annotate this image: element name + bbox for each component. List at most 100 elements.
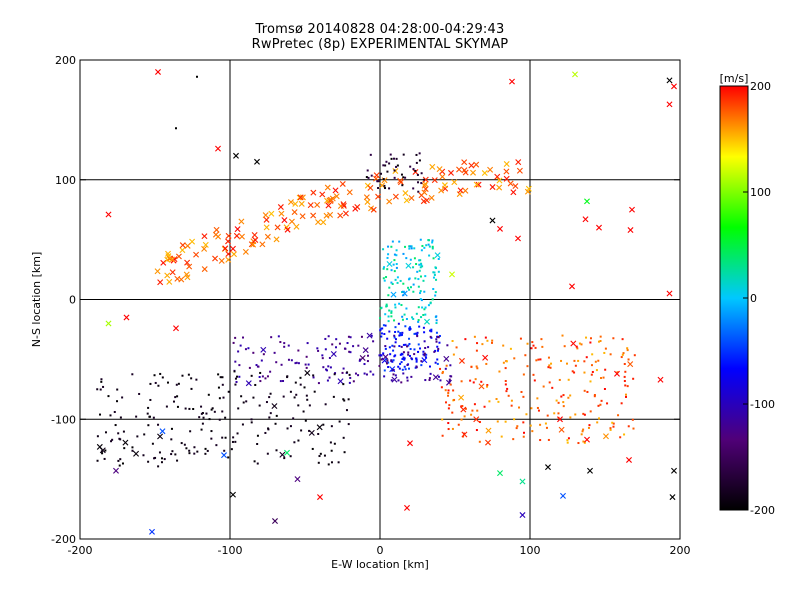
data-point-x — [497, 225, 503, 232]
data-point — [415, 357, 418, 360]
data-point — [420, 364, 423, 367]
data-point — [476, 367, 479, 370]
data-point — [417, 190, 420, 193]
data-point — [393, 253, 396, 256]
data-point — [622, 352, 625, 355]
data-point — [452, 353, 455, 356]
data-point — [258, 375, 261, 378]
data-point-x — [314, 201, 321, 208]
data-point — [599, 335, 602, 338]
data-point — [399, 362, 402, 365]
data-point — [395, 249, 398, 252]
data-point — [475, 365, 478, 368]
data-point — [196, 75, 198, 78]
data-point — [604, 347, 607, 350]
data-point — [583, 389, 586, 392]
data-point — [264, 377, 267, 380]
data-point — [379, 307, 382, 310]
data-point — [519, 337, 522, 340]
data-point — [423, 352, 426, 355]
data-point — [172, 400, 175, 403]
data-point — [463, 415, 466, 418]
data-point-x — [428, 194, 435, 201]
data-point — [415, 153, 418, 156]
data-point — [609, 428, 612, 431]
data-point — [366, 354, 369, 357]
data-point — [326, 379, 329, 382]
data-point — [565, 362, 568, 365]
data-point — [448, 404, 451, 407]
data-point — [532, 373, 535, 376]
data-point — [491, 341, 494, 344]
data-point — [612, 337, 615, 340]
data-point — [239, 344, 242, 347]
data-point — [430, 330, 433, 333]
data-point — [227, 390, 230, 393]
data-point — [623, 375, 626, 378]
data-point-x — [666, 290, 673, 297]
data-point — [447, 428, 450, 431]
data-point-x — [157, 279, 164, 286]
data-point — [388, 162, 391, 165]
data-point-x — [475, 181, 482, 188]
data-point — [603, 351, 606, 354]
data-point — [555, 399, 558, 402]
data-point — [541, 345, 544, 348]
data-point-x — [186, 263, 193, 270]
data-point — [394, 303, 397, 306]
data-point — [427, 243, 430, 246]
data-point — [522, 431, 525, 434]
data-point — [201, 412, 204, 415]
data-point — [326, 369, 329, 372]
data-point — [255, 364, 258, 367]
data-point — [577, 359, 580, 362]
data-point — [107, 395, 110, 398]
data-point — [400, 333, 403, 336]
y-axis-label: N-S location [km] — [30, 252, 43, 348]
data-point — [372, 340, 375, 343]
data-point — [347, 423, 350, 426]
data-point — [236, 432, 239, 435]
data-point — [142, 454, 145, 457]
data-point — [345, 409, 348, 412]
data-point — [530, 407, 533, 410]
data-point — [219, 376, 222, 379]
data-point-x — [293, 223, 300, 230]
x-tick-label: 100 — [520, 544, 541, 557]
data-point — [230, 448, 233, 451]
data-point — [597, 404, 600, 407]
data-point — [414, 169, 417, 172]
data-point — [185, 447, 188, 450]
data-point — [403, 357, 406, 360]
data-point — [324, 403, 327, 406]
data-point — [583, 441, 586, 444]
data-point — [275, 449, 278, 452]
data-point — [434, 291, 437, 294]
data-point — [417, 319, 420, 322]
data-point — [411, 316, 414, 319]
data-point — [424, 379, 427, 382]
data-point — [238, 364, 241, 367]
data-point — [422, 350, 425, 353]
data-point — [612, 425, 615, 428]
data-point — [420, 299, 423, 302]
data-point — [406, 376, 409, 379]
data-point-x — [370, 206, 377, 213]
data-point — [510, 399, 513, 402]
data-point-x — [515, 159, 522, 166]
data-point — [621, 353, 624, 356]
data-point-x — [310, 189, 317, 196]
data-point — [328, 376, 331, 379]
data-point — [438, 341, 441, 344]
data-point-x — [373, 172, 380, 179]
data-point — [427, 346, 430, 349]
data-point — [420, 263, 423, 266]
data-point — [623, 433, 626, 436]
data-point — [392, 368, 395, 371]
data-point-x — [278, 210, 285, 217]
data-point — [600, 399, 603, 402]
data-point — [590, 373, 593, 376]
data-point — [626, 347, 629, 350]
data-point-x — [222, 245, 229, 252]
colorbar-tick-label: -100 — [750, 398, 775, 411]
